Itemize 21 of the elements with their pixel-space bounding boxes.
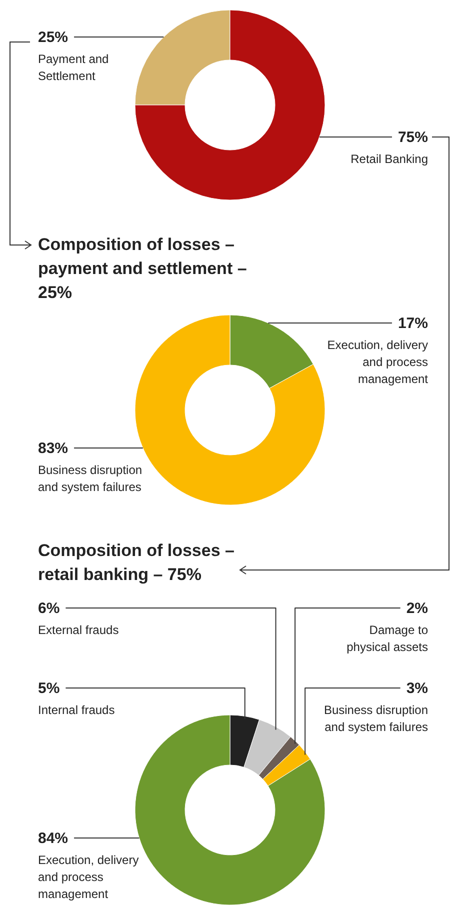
slice-label: External frauds	[38, 623, 119, 637]
data-label: 25%	[38, 29, 68, 46]
slice-label: Business disruption and system failures	[38, 463, 142, 494]
data-label: 84%	[38, 830, 68, 847]
slice-label: Payment and Settlement	[38, 52, 109, 83]
chart-title: Composition of losses – payment and settlement – 25%	[38, 235, 247, 302]
slice-label: Internal frauds	[38, 703, 115, 717]
slice-label: Damage to physical assets	[346, 623, 428, 654]
donut-slice	[134, 10, 326, 200]
data-label: 3%	[406, 680, 428, 697]
data-label: 5%	[38, 680, 60, 697]
slice-label: Business disruption and system failures	[324, 703, 428, 734]
slice-label: Execution, delivery and process management	[327, 338, 429, 386]
data-label: 17%	[398, 315, 428, 332]
data-label: 75%	[398, 129, 428, 146]
slice-label: Retail Banking	[350, 152, 428, 166]
data-label: 6%	[38, 600, 60, 617]
data-label: 83%	[38, 440, 68, 457]
slice-label: Execution, delivery and process management	[38, 853, 139, 901]
chart-title: Composition of losses – retail banking – 75%	[38, 541, 234, 584]
data-label: 2%	[406, 600, 428, 617]
